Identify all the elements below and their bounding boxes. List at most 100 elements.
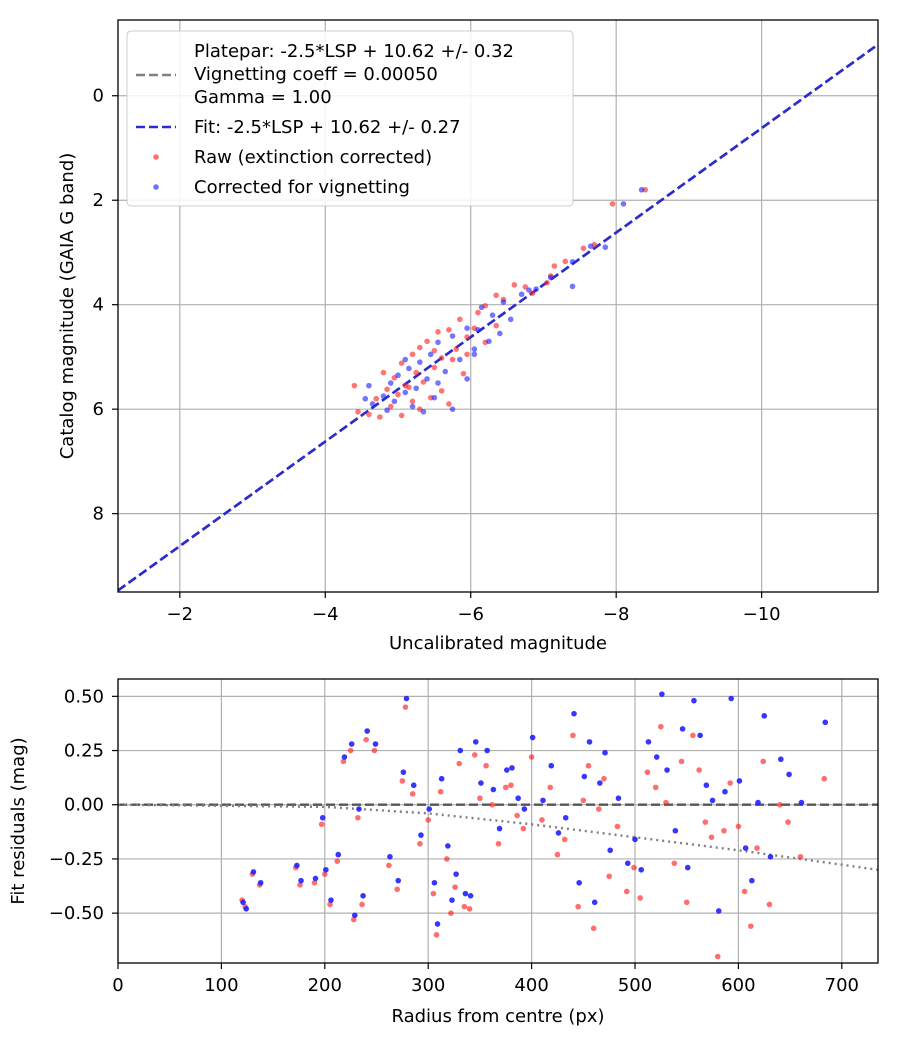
residual-raw-point (502, 784, 509, 791)
bottom-x-tick-label: 700 (825, 975, 859, 996)
residual-raw-point (754, 845, 760, 851)
residual-raw-point (690, 732, 696, 739)
residual-corrected-point (722, 788, 728, 795)
residual-raw-point (785, 819, 791, 825)
residual-corrected-point (395, 877, 402, 884)
corrected-point (449, 406, 456, 412)
top-y-axis-label: Catalog magnitude (GAIA G band) (57, 153, 78, 460)
top-x-tick-label: −8 (603, 604, 630, 625)
bottom-reference-lines (117, 803, 879, 871)
residual-raw-point (417, 840, 423, 847)
legend-platepar-line-2: Vignetting coeff = 0.00050 (194, 64, 438, 85)
corrected-point (475, 326, 481, 333)
residual-corrected-point (509, 765, 515, 771)
residual-corrected-point (624, 860, 631, 867)
corrected-point (369, 401, 376, 407)
top-y-tick-label: 6 (93, 399, 104, 420)
residual-corrected-point (697, 732, 703, 739)
top-plot-frame (117, 19, 879, 593)
legend-platepar-line-1: Platepar: -2.5*LSP + 10.62 +/- 0.32 (194, 41, 514, 62)
corrected-point (533, 286, 539, 292)
corrected-point (500, 299, 507, 305)
residual-raw-point (702, 819, 709, 825)
residual-corrected-point (438, 775, 445, 782)
residual-corrected-point (356, 806, 362, 812)
residual-raw-point (596, 806, 602, 812)
residual-corrected-point (250, 869, 257, 875)
raw-point (438, 355, 445, 361)
corrected-point (362, 395, 369, 402)
top-x-tick-label: −10 (743, 604, 781, 625)
raw-point (449, 356, 456, 363)
raw-point (355, 408, 361, 415)
residual-corrected-point (445, 843, 451, 849)
bottom-grid (117, 679, 878, 963)
residual-raw-point (359, 901, 365, 908)
residual-corrected-point (822, 719, 829, 726)
bottom-x-ticks: 0 100 200 300 400 500 600 700 (112, 963, 859, 996)
corrected-point (395, 372, 401, 379)
legend-platepar-line-3: Gamma = 1.00 (194, 87, 332, 108)
residuals-chart: 0 100 200 300 400 500 600 700 0.50 0.25 0.00 −0.25… (8, 678, 879, 1027)
raw-point (511, 282, 518, 288)
raw-point (431, 347, 438, 354)
residual-corrected-point (348, 741, 355, 747)
residual-corrected-point (400, 769, 407, 776)
bottom-x-tick-label: 300 (411, 975, 445, 996)
residual-raw-point (528, 754, 535, 760)
residual-corrected-point (749, 877, 755, 884)
corrected-point (424, 376, 430, 382)
top-y-tick-label: 0 (93, 86, 104, 107)
bottom-x-axis-label: Radius from centre (px) (391, 1006, 604, 1027)
raw-point (609, 201, 616, 207)
bottom-y-axis-label: Fit residuals (mag) (8, 737, 29, 904)
residual-corrected-point (728, 695, 734, 702)
residual-corrected-point (351, 912, 358, 919)
residual-corrected-point (767, 853, 774, 860)
residual-raw-point (311, 879, 318, 886)
residual-raw-point (539, 817, 545, 823)
residual-raw-point (456, 760, 463, 767)
residual-raw-point (797, 853, 804, 860)
residual-corrected-point (312, 875, 319, 882)
raw-point (529, 290, 536, 297)
residual-raw-point (821, 775, 828, 782)
corrected-point (569, 283, 576, 290)
residual-raw-point (508, 782, 514, 789)
residual-raw-point (766, 901, 773, 908)
raw-point (446, 326, 452, 333)
corrected-point (413, 385, 419, 392)
residual-corrected-point (328, 897, 334, 903)
bottom-x-tick-label: 400 (514, 975, 548, 996)
residual-corrected-point (529, 734, 536, 741)
residual-corrected-point (597, 780, 603, 786)
residual-corrected-point (431, 879, 438, 886)
corrected-point (384, 407, 390, 414)
bottom-y-tick-label: 0.50 (64, 686, 104, 707)
raw-point (380, 369, 387, 376)
residual-corrected-point (360, 892, 366, 899)
residual-corrected-point (638, 866, 645, 873)
legend-corrected-label: Corrected for vignetting (194, 177, 410, 198)
raw-point (387, 403, 394, 410)
corrected-point (442, 368, 449, 375)
corrected-point (427, 351, 434, 358)
residual-raw-point (547, 784, 554, 791)
legend-raw-swatch (153, 154, 159, 160)
residual-raw-point (363, 736, 369, 743)
residual-raw-point (606, 873, 612, 880)
residual-raw-point (444, 856, 450, 862)
residual-raw-point (580, 797, 587, 804)
bottom-y-tick-label: 0.00 (64, 795, 104, 816)
bottom-x-tick-label: 0 (112, 975, 123, 996)
residual-corrected-point (457, 747, 464, 754)
corrected-point (402, 389, 409, 396)
top-y-ticks: 0 2 4 6 8 (93, 86, 118, 525)
residual-corrected-point (410, 782, 417, 789)
corrected-point (391, 398, 398, 405)
top-x-axis-label: Uncalibrated magnitude (389, 633, 607, 654)
residual-corrected-point (659, 691, 665, 697)
corrected-point (420, 408, 427, 415)
residual-corrected-point (521, 806, 528, 812)
residual-raw-point (644, 769, 651, 776)
